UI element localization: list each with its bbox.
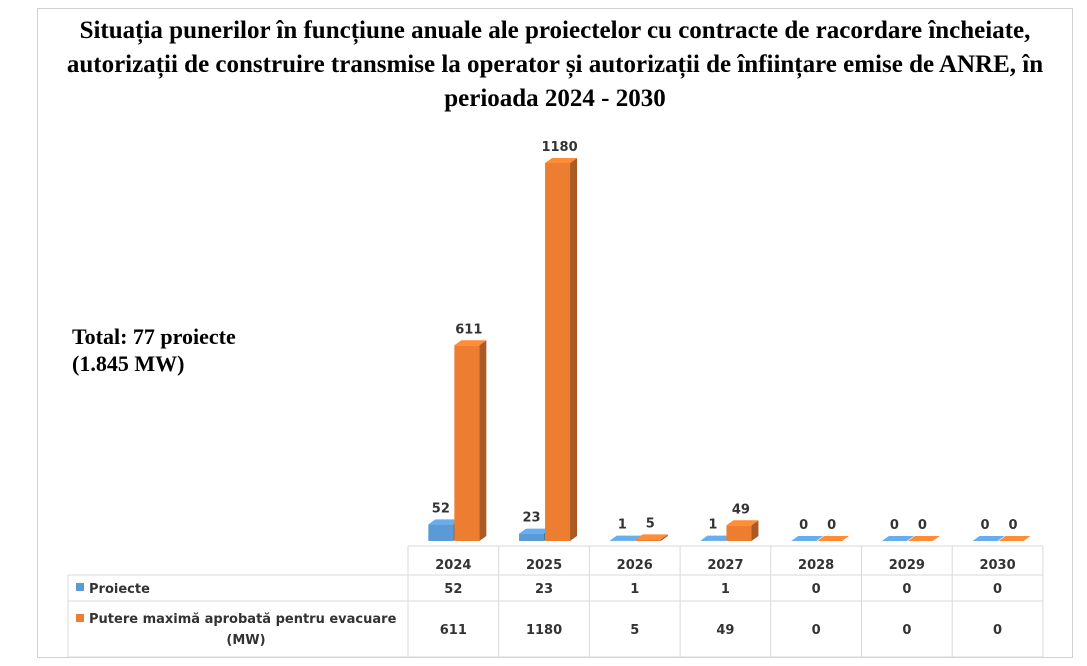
bar-proiecte-2027-top <box>700 535 733 541</box>
table-cell-putere-2029: 0 <box>902 623 911 638</box>
bar-proiecte-2024-top <box>428 519 461 525</box>
x-tick-label-2024: 2024 <box>435 558 471 573</box>
table-cell-proiecte-2029: 0 <box>902 582 911 597</box>
chart-title: Situația punerilor în funcțiune anuale a… <box>66 17 1044 112</box>
total-annotation: Total: 77 proiecte (1.845 MW) <box>72 323 236 377</box>
bar-putere-2030-top <box>998 536 1031 541</box>
data-label-proiecte-2025: 23 <box>523 511 541 526</box>
data-label-putere-2027: 49 <box>732 502 750 517</box>
table-cell-putere-2030: 0 <box>993 623 1002 638</box>
bar-proiecte-2026-top <box>609 535 642 541</box>
bar-proiecte-2028-top <box>791 536 824 541</box>
data-label-putere-2026: 5 <box>646 516 655 531</box>
x-tick-label-2027: 2027 <box>707 558 743 573</box>
total-projects-text: Total: 77 proiecte <box>72 324 236 349</box>
data-label-putere-2029: 0 <box>918 518 927 533</box>
table-cell-putere-2026: 5 <box>630 623 639 638</box>
legend-label-proiecte: Proiecte <box>89 582 150 597</box>
bar-putere-2024-side <box>479 340 487 541</box>
bar-putere-2029-top <box>907 536 940 541</box>
table-cell-putere-2028: 0 <box>812 623 821 638</box>
data-label-proiecte-2024: 52 <box>432 501 450 516</box>
data-label-putere-2025: 1180 <box>541 140 577 155</box>
table-cell-putere-2025: 1180 <box>526 623 562 638</box>
bar-proiecte-2030-top <box>972 536 1005 541</box>
bar-putere-2025-top <box>545 158 578 163</box>
bar-putere-2027-front <box>726 525 752 541</box>
bar-putere-2028-top <box>817 536 850 541</box>
bar-putere-2026-top <box>635 534 668 540</box>
x-tick-label-2030: 2030 <box>979 558 1015 573</box>
table-cell-putere-2027: 49 <box>716 623 734 638</box>
x-tick-label-2029: 2029 <box>889 558 925 573</box>
bar-putere-2027-top <box>726 520 759 526</box>
x-tick-label-2028: 2028 <box>798 558 834 573</box>
bar-putere-2027-side <box>751 520 759 541</box>
table-cell-proiecte-2028: 0 <box>812 582 821 597</box>
table-cell-proiecte-2024: 52 <box>444 582 462 597</box>
table-cell-proiecte-2025: 23 <box>535 582 553 597</box>
data-label-putere-2028: 0 <box>827 518 836 533</box>
legend-label-putere-unit: (MW) <box>226 633 265 648</box>
data-label-proiecte-2026: 1 <box>618 518 627 533</box>
data-label-proiecte-2030: 0 <box>981 518 990 533</box>
data-label-proiecte-2029: 0 <box>890 518 899 533</box>
bar-putere-2025-front <box>545 163 571 541</box>
table-cell-putere-2024: 611 <box>440 623 467 638</box>
bar-putere-2024-top <box>454 340 487 346</box>
bar-putere-2026-front <box>635 539 661 541</box>
data-label-proiecte-2028: 0 <box>799 518 808 533</box>
x-tick-label-2025: 2025 <box>526 558 562 573</box>
bar-proiecte-2029-top <box>881 536 914 541</box>
legend-key-proiecte <box>76 583 84 591</box>
data-label-putere-2024: 611 <box>455 322 482 337</box>
bar-proiecte-2024-front <box>428 524 454 541</box>
bar-putere-2025-side <box>570 158 578 541</box>
legend-key-putere <box>76 614 84 622</box>
table-cell-proiecte-2026: 1 <box>630 582 639 597</box>
total-power-text: (1.845 MW) <box>72 351 185 376</box>
data-label-proiecte-2027: 1 <box>708 518 717 533</box>
legend-label-putere: Putere maximă aprobată pentru evacuare <box>89 612 397 627</box>
data-label-putere-2030: 0 <box>1009 518 1018 533</box>
bar-proiecte-2025-front <box>519 533 545 541</box>
bar-proiecte-2025-top <box>519 528 552 534</box>
table-cell-proiecte-2027: 1 <box>721 582 730 597</box>
x-tick-label-2026: 2026 <box>617 558 653 573</box>
bar-putere-2026-side <box>660 534 668 541</box>
bar-putere-2024-front <box>454 345 480 541</box>
table-cell-proiecte-2030: 0 <box>993 582 1002 597</box>
